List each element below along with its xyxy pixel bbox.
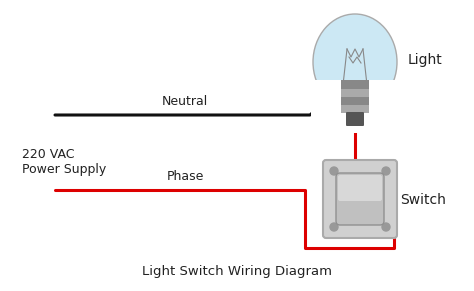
- Text: Light: Light: [408, 53, 443, 67]
- FancyBboxPatch shape: [346, 112, 364, 126]
- Text: Switch: Switch: [400, 193, 446, 207]
- Text: Neutral: Neutral: [162, 95, 208, 108]
- FancyBboxPatch shape: [336, 173, 384, 225]
- FancyBboxPatch shape: [323, 160, 397, 238]
- Text: 220 VAC: 220 VAC: [22, 148, 74, 161]
- Ellipse shape: [313, 14, 397, 110]
- FancyBboxPatch shape: [338, 175, 382, 201]
- Circle shape: [330, 167, 338, 175]
- Circle shape: [330, 223, 338, 231]
- Circle shape: [382, 223, 390, 231]
- Text: Power Supply: Power Supply: [22, 163, 106, 176]
- Bar: [311, 80, 399, 133]
- Text: Phase: Phase: [166, 170, 204, 183]
- Circle shape: [382, 167, 390, 175]
- Bar: [341, 89, 369, 97]
- Bar: [341, 80, 369, 89]
- Bar: [341, 97, 369, 105]
- Bar: [341, 105, 369, 113]
- Text: Light Switch Wiring Diagram: Light Switch Wiring Diagram: [142, 265, 332, 278]
